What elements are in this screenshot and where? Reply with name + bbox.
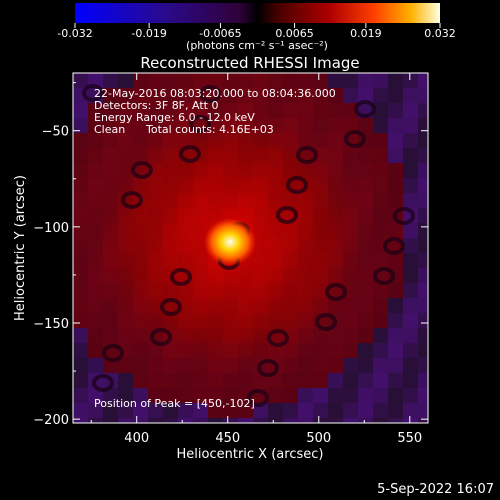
plot-frame [72, 72, 429, 424]
info-total-counts: Total counts: 4.16E+03 [145, 123, 274, 136]
y-axis: −50 −100 −150 −200 [33, 82, 428, 428]
colorbar-tick-label: -0.0065 [199, 27, 241, 40]
x-tick-label: 550 [397, 431, 422, 446]
x-tick-label: 450 [215, 431, 240, 446]
info-energy-range: Energy Range: 6.0 - 12.0 keV [94, 111, 255, 124]
colorbar-axis: -0.032 -0.019 -0.0065 0.0065 0.019 0.032 [57, 23, 456, 40]
y-tick-label: −150 [33, 317, 69, 332]
x-axis-label: Heliocentric X (arcsec) [177, 447, 324, 462]
x-tick-label: 500 [306, 431, 331, 446]
chart-title: Reconstructed RHESSI Image [140, 54, 359, 72]
info-detectors: Detectors: 3F 8F, Att 0 [94, 99, 218, 112]
colorbar-gradient [75, 3, 440, 23]
footer-date: 5-Sep-2022 16:07 [377, 482, 494, 497]
colorbar-tick-label: -0.019 [131, 27, 166, 40]
y-tick-label: −100 [33, 221, 69, 236]
y-tick-label: −50 [42, 125, 69, 140]
colorbar-tick-label: 0.032 [424, 27, 456, 40]
colorbar-tick-label: 0.0065 [275, 27, 314, 40]
peak-source [204, 218, 256, 266]
colorbar-tick-label: -0.032 [57, 27, 92, 40]
colorbar-unit-label: (photons cm⁻² s⁻¹ asec⁻²) [186, 39, 328, 52]
x-axis: 400 450 500 550 [90, 73, 422, 446]
peak-position-label: Position of Peak = [450,-102] [94, 397, 255, 410]
x-tick-label: 400 [124, 431, 149, 446]
y-tick-label: −200 [33, 413, 69, 428]
info-block: 22-May-2016 08:03:20.000 to 08:04:36.000… [94, 87, 336, 136]
info-time-range: 22-May-2016 08:03:20.000 to 08:04:36.000 [94, 87, 336, 100]
heatmap [73, 73, 428, 423]
colorbar-tick-label: 0.019 [350, 27, 382, 40]
info-algorithm: Clean [94, 123, 125, 136]
y-axis-label: Heliocentric Y (arcsec) [13, 175, 28, 321]
